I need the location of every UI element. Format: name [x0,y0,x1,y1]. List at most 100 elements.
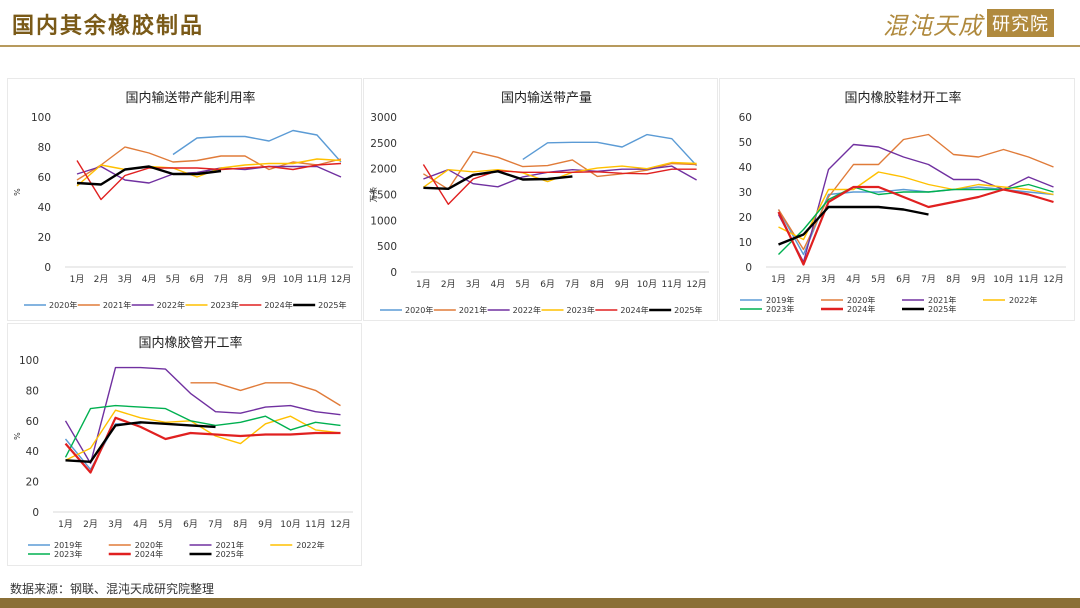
x-tick-label: 3月 [108,519,123,530]
legend-label: 2020年 [405,305,433,315]
footer-bar [0,598,1080,608]
x-tick-label: 2月 [94,274,109,285]
legend-label: 2023年 [567,305,595,315]
series-line-2020 [522,133,698,167]
series-line-2021 [64,366,341,465]
y-tick-label: 20 [26,477,39,489]
y-tick-label: 50 [739,137,752,149]
brand-box: 研究院 [987,9,1054,37]
y-tick-label: 1500 [370,190,397,202]
page-title: 国内其余橡胶制品 [12,13,205,39]
x-tick-label: 8月 [238,274,253,285]
x-tick-label: 10月 [637,279,657,290]
x-tick-label: 1月 [70,274,85,285]
x-tick-label: 4月 [491,279,506,290]
series-line-2023 [778,183,1054,255]
x-tick-label: 6月 [896,274,911,285]
y-tick-label: 10 [739,237,752,249]
y-tick-label: 100 [31,112,51,124]
x-tick-label: 3月 [466,279,481,290]
series-line-2022 [76,165,342,184]
y-tick-label: 40 [26,446,39,458]
x-tick-label: 9月 [615,279,630,290]
data-source: 数据来源：钢联、混沌天成研究院整理 [10,582,215,596]
chart-conveyor-output: 国内输送带产量 0 500 1000 1500 2000 2500 3000 万条 1月 2月 3月 4… [368,90,709,315]
y-tick-label: 20 [38,232,51,244]
legend-label: 2020年 [49,300,77,310]
series-line-2024 [76,160,342,201]
y-tick-label: 80 [38,142,51,154]
brand-logo: 混沌天成 研究院 [883,8,1054,40]
chart-title: 国内输送带产量 [501,90,592,106]
y-tick-label: 30 [739,187,752,199]
legend-label: 2025年 [216,549,244,559]
legend-label: 2024年 [135,549,163,559]
chart-panel-3: 国内橡胶鞋材开工率 0 10 20 30 40 50 60 1月 2月 3月 4月 5月 6月 7月 8月 9月… [719,78,1075,321]
x-tick-label: 1月 [771,274,786,285]
legend-label: 2022年 [157,300,185,310]
x-tick-label: 6月 [183,519,198,530]
series-line-2020 [190,382,341,407]
chart-conveyor-utilization: 国内输送带产能利用率 0 20 40 60 80 100% 1月 2月 3月 4月 5月 6月 7月 8月 9… [13,90,353,310]
legend-label: 2024年 [620,305,648,315]
x-tick-label: 5月 [515,279,530,290]
chart-shoe-material-rate: 国内橡胶鞋材开工率 0 10 20 30 40 50 60 1月 2月 3月 4月 5月 6月 7月 8月 9月… [739,90,1066,314]
legend-label: 2021年 [928,295,956,305]
x-tick-label: 10月 [993,274,1013,285]
x-tick-label: 9月 [971,274,986,285]
x-tick-label: 2月 [796,274,811,285]
x-tick-label: 8月 [946,274,961,285]
x-tick-label: 7月 [208,519,223,530]
series-line-2025 [65,421,216,463]
x-tick-label: 3月 [821,274,836,285]
x-tick-label: 7月 [214,274,229,285]
legend-label: 2019年 [766,295,794,305]
x-tick-label: 10月 [283,274,303,285]
series-line-2023 [422,161,697,188]
y-tick-label: 2000 [370,164,397,176]
x-tick-label: 2月 [83,519,98,530]
page-header: 国内其余橡胶制品 混沌天成 研究院 [0,0,1080,47]
legend-label: 2021年 [216,540,244,550]
legend-label: 2020年 [847,295,875,305]
series-line-2025 [423,170,573,190]
chart-title: 国内输送带产能利用率 [125,90,255,106]
series-line-2022 [778,171,1054,241]
y-axis-label: 万条 [368,187,378,203]
x-tick-label: 4月 [133,519,148,530]
y-tick-label: 500 [377,241,397,253]
y-tick-label: 0 [745,262,752,274]
x-tick-label: 6月 [190,274,205,285]
chart-title: 国内橡胶管开工率 [138,335,242,351]
series-line-2024 [777,185,1054,266]
y-tick-label: 0 [390,267,397,279]
y-axis-label: % [13,188,22,196]
legend-label: 2019年 [54,540,82,550]
series-line-2020 [172,129,342,163]
chart-panel-2: 国内输送带产量 0 500 1000 1500 2000 2500 3000 万条 1月 2月 3月 4… [363,78,718,321]
x-tick-label: 6月 [540,279,555,290]
x-tick-label: 8月 [590,279,605,290]
series-line-2022 [423,165,697,188]
x-tick-label: 12月 [330,519,350,530]
series-line-2025 [76,165,222,186]
x-tick-label: 4月 [846,274,861,285]
series-line-2024 [64,416,341,474]
legend-label: 2024年 [847,304,875,314]
y-tick-label: 100 [19,355,39,367]
y-tick-label: 80 [26,385,39,397]
x-tick-label: 1月 [416,279,431,290]
x-tick-label: 11月 [305,519,325,530]
legend-label: 2025年 [318,300,346,310]
x-tick-label: 3月 [118,274,133,285]
series-line-2022 [65,409,341,461]
y-tick-label: 0 [32,507,39,519]
series-line-2023 [64,404,341,458]
chart-panel-1: 国内输送带产能利用率 0 20 40 60 80 100% 1月 2月 3月 4月 5月 6月 7月 8月 9… [7,78,362,321]
series-line-2024 [422,164,697,205]
x-tick-label: 12月 [1043,274,1063,285]
y-tick-label: 40 [739,162,752,174]
y-tick-label: 60 [739,112,752,124]
y-tick-label: 20 [739,212,752,224]
series-line-2025 [778,205,929,246]
